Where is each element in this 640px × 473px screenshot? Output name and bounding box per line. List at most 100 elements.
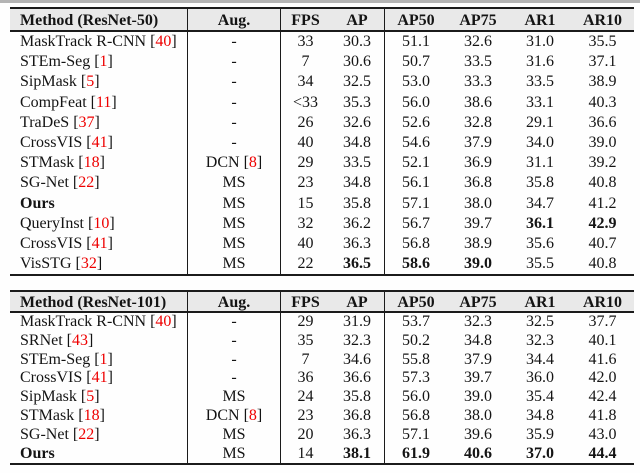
cell-ap75: 33.5	[464, 53, 492, 71]
citation-ref[interactable]: 8	[248, 406, 257, 424]
cell-aug: DCN [8]	[188, 406, 281, 426]
cell-method: STEm-Seg [1]	[10, 350, 188, 370]
table-row: SipMask [5] MS 24 35.8 56.0 39.0 35.4 42.4	[10, 388, 634, 407]
cell-ap50: 56.8	[402, 234, 430, 252]
cell-ap75: 40.6	[464, 444, 492, 462]
citation-ref[interactable]: 1	[99, 53, 108, 71]
cell-ap50: 51.1	[402, 33, 430, 50]
column-header-ar10: AR10	[582, 12, 623, 29]
cell-aug: -	[188, 132, 281, 154]
cell-ap75: 36.9	[464, 154, 492, 172]
cell-ap50: 57.1	[402, 194, 430, 212]
citation-ref[interactable]: 22	[78, 425, 95, 443]
table-row: VisSTG [32] MS 22 36.5 58.6 39.0 35.5 40.8	[10, 254, 634, 275]
cell-ar10: 43.0	[588, 425, 617, 443]
column-header-aug-: Aug.	[188, 9, 281, 32]
cell-ap75: 32.8	[464, 113, 492, 131]
cell-ap: 34.8	[330, 132, 385, 154]
cell-fps: 29	[297, 313, 314, 330]
column-header-ap: AP	[330, 9, 385, 32]
cell-fps: 24	[297, 388, 314, 406]
citation-ref[interactable]: 10	[93, 214, 110, 232]
cell-fps: 29	[297, 154, 314, 172]
cell-fps: 26	[297, 113, 314, 131]
citation-ref[interactable]: 41	[91, 369, 108, 387]
column-header-ap50: AP50	[397, 294, 435, 311]
citation-ref[interactable]: 5	[86, 388, 95, 406]
cell-aug: -	[188, 52, 281, 73]
cell-ap75: 32.6	[464, 33, 492, 50]
citation-ref[interactable]: 41	[91, 133, 108, 151]
cell-ar10: 42.0	[588, 369, 617, 387]
cell-ar1: 31.1	[526, 154, 554, 172]
cell-ar10: 41.6	[588, 350, 617, 368]
cell-aug: -	[188, 32, 281, 53]
citation-ref[interactable]: 8	[248, 154, 257, 172]
cell-ap50: 55.8	[402, 350, 430, 368]
citation-ref[interactable]: 22	[78, 174, 95, 192]
cell-aug: MS	[188, 173, 281, 194]
cell-aug: MS	[188, 444, 281, 464]
cell-ar10: 35.5	[588, 33, 617, 50]
cell-method: CrossVIS [41]	[10, 233, 188, 255]
cell-method: CrossVIS [41]	[10, 132, 188, 154]
citation-ref[interactable]: 40	[155, 33, 172, 50]
column-header-method-resnet-101-: Method (ResNet-101)	[10, 292, 188, 313]
cell-ap50: 50.2	[402, 331, 430, 349]
cell-method: CompFeat [11]	[10, 92, 188, 113]
cell-ar10: 36.6	[588, 113, 617, 131]
table-row: STEm-Seg [1] - 7 30.6 50.7 33.5 31.6 37.1	[10, 52, 634, 73]
citation-ref[interactable]: 32	[80, 255, 97, 273]
column-header-ap75: AP75	[459, 12, 497, 29]
table-row: SG-Net [22] MS 20 36.3 57.1 39.6 35.9 43.0	[10, 425, 634, 445]
cell-ap50: 52.1	[402, 154, 430, 172]
cell-ap75: 39.7	[464, 369, 492, 387]
cell-ar10: 42.9	[588, 214, 617, 232]
citation-ref[interactable]: 41	[91, 234, 108, 252]
cell-ap: 35.8	[330, 388, 385, 407]
column-header-ar10: AR10	[582, 294, 623, 311]
cell-ap: 34.6	[330, 350, 385, 370]
cell-ap75: 39.6	[464, 425, 492, 443]
cell-ar1: 32.3	[526, 331, 554, 349]
citation-ref[interactable]: 43	[72, 331, 88, 349]
citation-ref[interactable]: 18	[83, 154, 100, 172]
cell-ar1: 32.5	[526, 313, 554, 330]
cell-ap: 36.2	[330, 213, 385, 234]
cell-ar1: 34.7	[526, 194, 554, 212]
cell-method: QueryInst [10]	[10, 213, 188, 234]
cell-ap75: 32.3	[464, 313, 492, 330]
cell-ar1: 33.1	[526, 93, 554, 111]
cell-fps: 35	[297, 331, 314, 349]
table-row: SRNet [43] -35 32.3 50.2 34.8 32.3 40.1	[10, 331, 634, 351]
cell-ar10: 40.8	[588, 174, 617, 192]
cell-aug: -	[188, 112, 281, 133]
cell-ap: 35.3	[330, 92, 385, 113]
cell-ap50: 56.1	[402, 174, 430, 192]
cell-ar10: 41.2	[588, 194, 617, 212]
citation-ref[interactable]: 18	[83, 406, 100, 424]
cell-fps: 40	[297, 133, 314, 151]
cell-aug: -	[188, 350, 281, 370]
citation-ref[interactable]: 37	[78, 113, 95, 131]
citation-ref[interactable]: 1	[99, 350, 108, 368]
cell-ar1: 36.0	[526, 369, 554, 387]
citation-ref[interactable]: 40	[155, 313, 172, 330]
cell-ap: 34.8	[330, 173, 385, 194]
cell-ap75: 38.0	[464, 406, 492, 424]
citation-ref[interactable]: 11	[96, 93, 112, 111]
table-header-row: Method (ResNet-50) Aug. FPS AP AP50 AP75 AR1 AR…	[10, 9, 634, 32]
cell-ap50: 53.0	[402, 73, 430, 91]
cell-ar10: 42.4	[588, 388, 617, 406]
column-header-ap75: AP75	[459, 294, 497, 311]
table-row: CompFeat [11] - <33 35.3 56.0 38.6 33.1 40.3	[10, 92, 634, 113]
cell-fps: 23	[297, 174, 314, 192]
cell-fps: 36	[297, 369, 314, 387]
citation-ref[interactable]: 5	[86, 73, 95, 91]
cell-aug: -	[188, 331, 281, 351]
table-row: CrossVIS [41] MS 40 36.3 56.8 38.9 35.6 40.7	[10, 233, 634, 255]
cell-ap: 33.5	[330, 153, 385, 174]
cell-fps: 14	[297, 444, 314, 462]
cell-ar1: 34.8	[526, 406, 554, 424]
